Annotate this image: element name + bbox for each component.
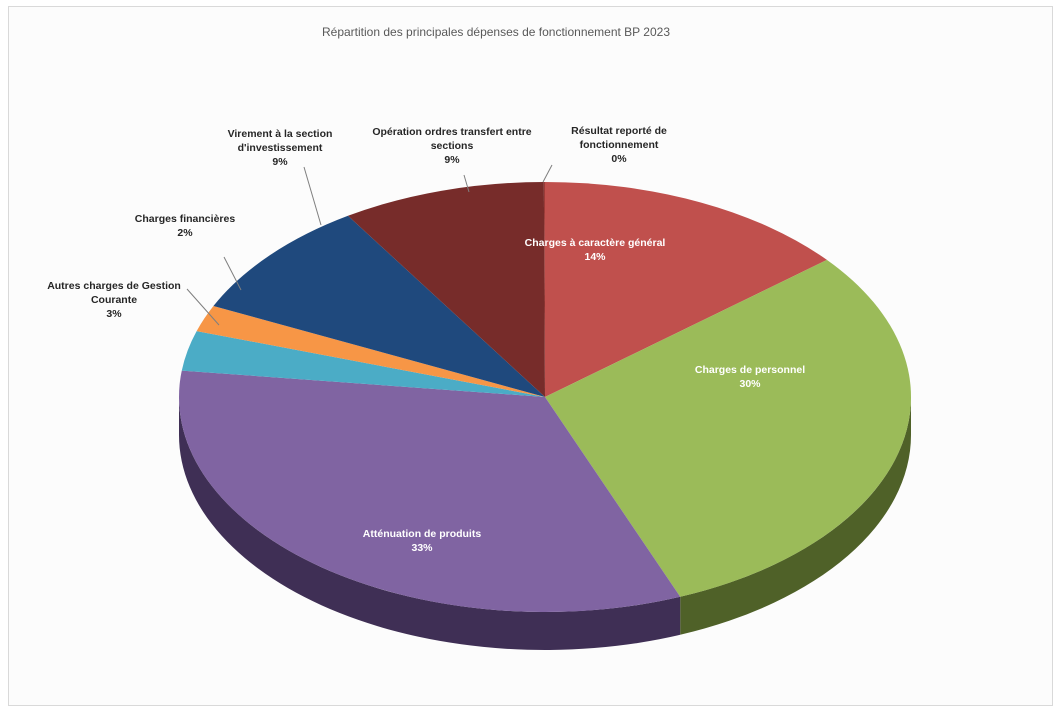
slice-label-operation-ordres-transfert-entre-sections: Opération ordres transfert entre sections… (372, 126, 531, 166)
slice-name-label: Charges de personnel (695, 364, 805, 376)
slice-value-label: 14% (584, 251, 606, 263)
slice-name-label: sections (431, 140, 474, 152)
pie-slice-charges-de-personnel (545, 259, 912, 597)
pie-slice-autres-charges-de-gestion-courante (181, 331, 545, 397)
slice-label-attenuation-de-produits: Atténuation de produits 33% (363, 528, 482, 554)
pie-chart: Répartition des principales dépenses de … (47, 25, 912, 650)
pie-side-charges-de-personnel (680, 397, 911, 635)
slice-name-label: Opération ordres transfert entre (372, 126, 531, 138)
chart-frame: Répartition des principales dépenses de … (8, 6, 1053, 706)
leader-line (463, 174, 470, 193)
slice-label-resultat-reporte-de-fonctionnement: Résultat reporté de fonctionnement 0% (571, 125, 667, 165)
slice-name-label: Autres charges de Gestion (47, 280, 181, 292)
pie-slice-charges-a-caractere-general (545, 182, 827, 397)
slice-value-label: 2% (177, 227, 193, 239)
slice-name-label: Virement à la section (228, 128, 333, 140)
slice-name-label: Charges financières (135, 213, 236, 225)
slice-label-virement-a-la-section-d-investissement: Virement à la section d'investissement 9% (228, 128, 333, 168)
slice-label-charges-financieres: Charges financières 2% (135, 213, 236, 239)
slice-name-label: fonctionnement (580, 139, 659, 151)
slice-value-label: 33% (411, 542, 433, 554)
pie-slice-operation-ordres-transfert-entre-sections (348, 182, 545, 397)
slice-name-label: Courante (91, 294, 137, 306)
slice-name-label: d'investissement (238, 142, 323, 154)
pie-slice-virement-a-la-section-d-investissement (213, 215, 545, 397)
slice-name-label: Atténuation de produits (363, 528, 482, 540)
pie-side-attenuation-de-produits (179, 397, 681, 650)
pie-slice-attenuation-de-produits (178, 370, 681, 612)
slice-value-label: 3% (106, 308, 122, 320)
pie-slice-resultat-reporte-de-fonctionnement (543, 182, 545, 397)
slice-name-label: Résultat reporté de (571, 125, 667, 137)
slice-label-charges-a-caractere-general: Charges à caractère général 14% (525, 237, 666, 263)
slice-name-label: Charges à caractère général (525, 237, 666, 249)
pie-slice-charges-financieres (196, 305, 545, 397)
slice-value-label: 9% (444, 154, 460, 166)
slice-value-label: 9% (272, 156, 288, 168)
leader-line (542, 164, 553, 183)
leader-line (186, 288, 220, 326)
slice-label-charges-de-personnel: Charges de personnel 30% (695, 364, 805, 390)
slice-label-autres-charges-de-gestion-courante: Autres charges de Gestion Courante 3% (47, 280, 181, 320)
leader-line (223, 256, 242, 291)
slice-value-label: 30% (739, 378, 761, 390)
leader-line (303, 166, 322, 226)
chart-title: Répartition des principales dépenses de … (322, 25, 670, 39)
slice-value-label: 0% (611, 153, 627, 165)
